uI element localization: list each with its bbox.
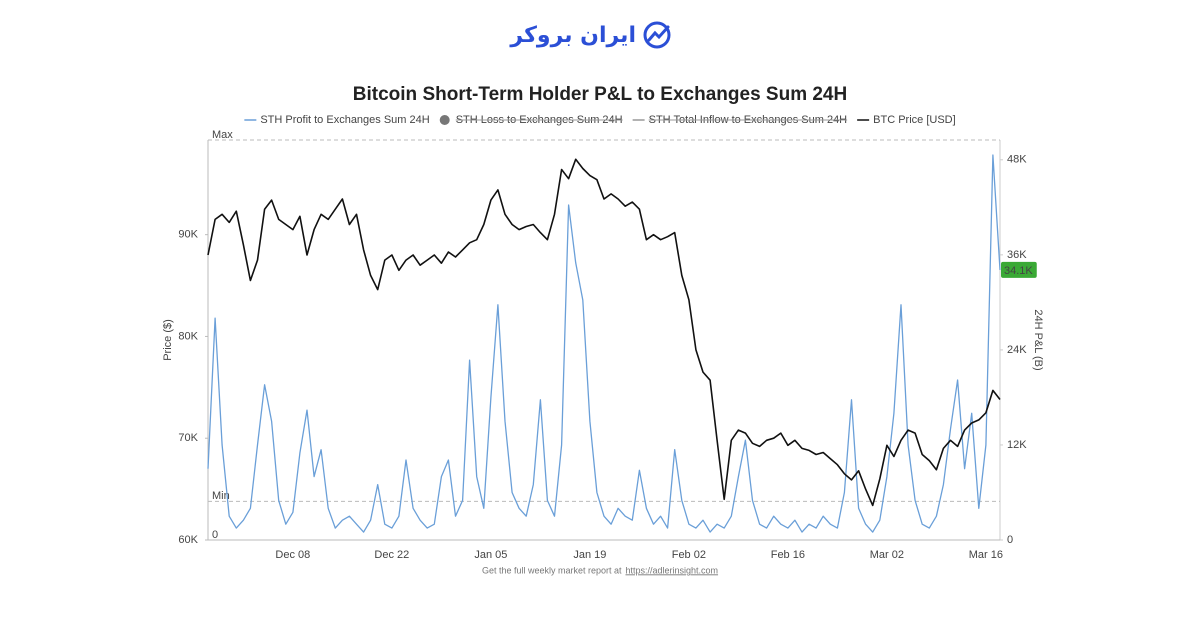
series-line (207, 154, 1001, 533)
legend-item[interactable]: BTC Price [USD] (857, 114, 956, 126)
logo-icon (643, 21, 671, 49)
logo-arrow (647, 25, 670, 42)
x-tick-label: Jan 05 (474, 549, 507, 561)
badge-label: 34.1K (1004, 265, 1033, 277)
plot-area: Max Min 0 34.1K (205, 129, 1037, 541)
footer: Get the full weekly market report at htt… (482, 565, 718, 575)
reference-label: Max (212, 129, 233, 141)
series-line (207, 158, 1001, 507)
y-tick-label: 70K (178, 432, 198, 444)
footer-text: Get the full weekly market report at (482, 565, 622, 575)
legend-label: STH Profit to Exchanges Sum 24H (260, 114, 429, 126)
chart-title: Bitcoin Short-Term Holder P&L to Exchang… (353, 84, 847, 105)
y-tick-label: 60K (178, 534, 198, 546)
y2-axis-title: 24H P&L (B) (1032, 309, 1044, 370)
y2-tick-label: 36K (1007, 249, 1027, 261)
legend-item[interactable]: STH Loss to Exchanges Sum 24H (439, 114, 623, 126)
footer-link[interactable]: https://adlerinsight.com (626, 565, 719, 575)
y2-tick-label: 48K (1007, 154, 1027, 166)
value-badge: 34.1K (1001, 261, 1037, 278)
x-tick-label: Mar 16 (969, 549, 1003, 561)
legend-label: BTC Price [USD] (873, 114, 956, 126)
y2-tick-label: 24K (1007, 344, 1027, 356)
brand-name: ایران بروکر (509, 23, 636, 48)
legend-item[interactable]: STH Total Inflow to Exchanges Sum 24H (632, 114, 848, 126)
x-tick-label: Feb 16 (771, 549, 805, 561)
x-tick-label: Dec 22 (374, 549, 409, 561)
legend-marker (439, 115, 450, 125)
x-tick-label: Mar 02 (870, 549, 904, 561)
badge-box (1001, 261, 1037, 278)
logo: ایران بروکر (509, 21, 671, 49)
reference-label: Min (212, 490, 230, 502)
legend-item[interactable]: STH Profit to Exchanges Sum 24H (244, 114, 430, 126)
y-tick-label: 90K (178, 229, 198, 241)
x-tick-label: Jan 19 (573, 549, 606, 561)
legend: STH Profit to Exchanges Sum 24H STH Loss … (244, 114, 956, 126)
y-tick-label: 80K (178, 330, 198, 342)
x-tick-label: Dec 08 (275, 549, 310, 561)
reference-label: 0 (212, 529, 218, 541)
y2-tick-label: 12K (1007, 439, 1027, 451)
y-axis-title: Price ($) (162, 319, 174, 361)
x-tick-label: Feb 02 (672, 549, 706, 561)
y2-tick-label: 0 (1007, 534, 1013, 546)
